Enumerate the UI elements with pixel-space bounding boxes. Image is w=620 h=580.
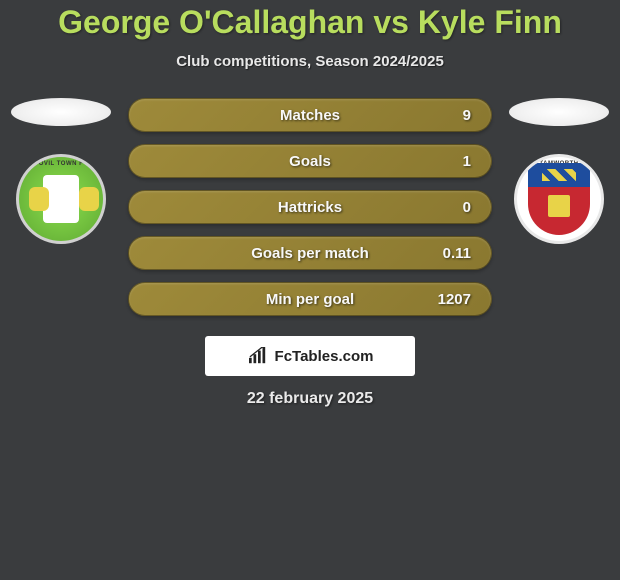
badge-right-shield bbox=[528, 163, 590, 235]
stat-row-goals: Goals 1 bbox=[128, 144, 492, 178]
stat-row-hattricks: Hattricks 0 bbox=[128, 190, 492, 224]
player-right-column: TAMWORTH bbox=[504, 98, 614, 244]
stat-value: 1207 bbox=[438, 291, 471, 308]
stat-label: Goals per match bbox=[251, 245, 369, 262]
stat-label: Min per goal bbox=[266, 291, 354, 308]
generated-date: 22 february 2025 bbox=[0, 390, 620, 408]
stat-value: 0.11 bbox=[443, 245, 471, 262]
page-subtitle: Club competitions, Season 2024/2025 bbox=[0, 53, 620, 70]
stat-value: 1 bbox=[463, 153, 471, 170]
player-left-placeholder bbox=[11, 98, 111, 126]
badge-left-banner: OVIL TOWN F bbox=[19, 161, 103, 167]
player-right-placeholder bbox=[509, 98, 609, 126]
stats-column: Matches 9 Goals 1 Hattricks 0 Goals per … bbox=[116, 98, 504, 316]
stat-label: Hattricks bbox=[278, 199, 342, 216]
club-badge-right: TAMWORTH bbox=[514, 154, 604, 244]
stat-row-goals-per-match: Goals per match 0.11 bbox=[128, 236, 492, 270]
club-badge-left: OVIL TOWN F bbox=[16, 154, 106, 244]
stat-value: 0 bbox=[463, 199, 471, 216]
stat-label: Matches bbox=[280, 107, 340, 124]
logo-text: FcTables.com bbox=[275, 348, 374, 365]
main-row: OVIL TOWN F Matches 9 Goals 1 Hattricks … bbox=[0, 98, 620, 316]
bar-chart-icon bbox=[247, 347, 269, 365]
fctables-logo[interactable]: FcTables.com bbox=[205, 336, 415, 376]
stat-value: 9 bbox=[463, 107, 471, 124]
page-title: George O'Callaghan vs Kyle Finn bbox=[0, 4, 620, 41]
stat-row-matches: Matches 9 bbox=[128, 98, 492, 132]
stat-row-min-per-goal: Min per goal 1207 bbox=[128, 282, 492, 316]
stat-label: Goals bbox=[289, 153, 331, 170]
player-left-column: OVIL TOWN F bbox=[6, 98, 116, 244]
comparison-card: George O'Callaghan vs Kyle Finn Club com… bbox=[0, 0, 620, 408]
